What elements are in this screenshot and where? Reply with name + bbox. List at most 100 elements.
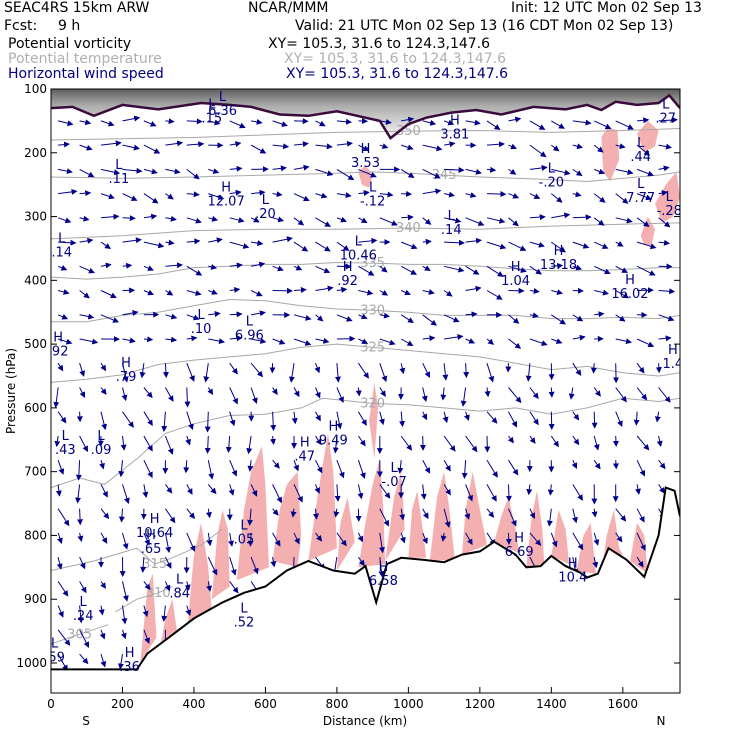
wind-vector: [120, 435, 127, 451]
wind-vector: [529, 435, 536, 444]
wind-vector: [315, 217, 331, 227]
pv-extremum-marker: H: [300, 436, 310, 451]
wind-vector: [529, 338, 548, 346]
wind-vector: [486, 363, 495, 383]
wind-vector: [57, 217, 72, 224]
pv-extremum-value: .09: [91, 443, 112, 458]
pv-positive-region: [272, 471, 302, 568]
wind-vector: [357, 532, 364, 543]
wind-vector: [658, 239, 670, 246]
wind-vector: [658, 143, 672, 150]
wind-vector: [272, 265, 284, 272]
wind-vector: [422, 335, 436, 342]
wind-vector: [186, 169, 200, 180]
wind-vector: [270, 411, 277, 432]
wind-vector: [422, 508, 429, 520]
wind-vector: [594, 311, 605, 318]
wind-vector: [140, 557, 147, 573]
wind-vector: [293, 338, 312, 346]
wind-vector: [314, 484, 320, 494]
pv-extremum-marker: H: [554, 244, 564, 259]
wind-vector: [399, 363, 406, 375]
wind-vector: [143, 265, 154, 271]
wind-vector: [270, 557, 277, 568]
pv-extremum-value: .36: [119, 660, 140, 675]
wind-vector: [615, 241, 624, 247]
wind-vector: [79, 190, 92, 197]
pv-extremum-marker: L: [637, 136, 645, 151]
pv-extremum-value: .20: [255, 207, 276, 222]
wind-vector: [486, 265, 504, 277]
wind-vector: [358, 189, 370, 196]
wind-vector: [422, 314, 437, 326]
wind-vector: [118, 508, 125, 523]
wind-vector: [162, 363, 169, 379]
wind-vector: [548, 387, 555, 398]
wind-vector: [314, 363, 321, 374]
wind-vector: [229, 362, 238, 375]
wind-vector: [615, 120, 634, 130]
wind-vector: [293, 241, 309, 252]
wind-vector: [98, 605, 105, 616]
wind-vector: [592, 556, 599, 569]
wind-vector: [422, 265, 431, 271]
wind-vector: [529, 144, 547, 158]
pv-positive-region: [211, 509, 230, 600]
wind-vector: [571, 459, 578, 470]
pv-extremum-marker: L: [240, 518, 248, 533]
wind-vector: [443, 508, 451, 528]
wind-vector: [143, 241, 165, 249]
organization: NCAR/MMM: [248, 0, 329, 16]
wind-vector: [336, 192, 352, 199]
wind-vector: [139, 363, 146, 379]
wind-vector: [550, 435, 559, 448]
wind-vector: [551, 338, 563, 344]
pv-extremum-marker: L: [58, 231, 66, 246]
wind-vector: [208, 168, 220, 174]
wind-vector: [572, 508, 578, 524]
wind-vector: [272, 191, 283, 198]
wind-vector: [508, 338, 522, 349]
field-theta-name: Potential temperature: [8, 51, 162, 67]
wind-vector: [551, 212, 571, 219]
theta-contour-label: 310: [146, 586, 171, 601]
wind-vector: [572, 362, 582, 376]
wind-vector: [379, 143, 389, 149]
pv-extremum-marker: L: [390, 461, 398, 476]
wind-vector: [143, 459, 153, 479]
pv-extremum-value: .52: [234, 615, 255, 630]
wind-vector: [508, 168, 517, 175]
wind-vector: [164, 532, 172, 554]
wind-vector: [593, 532, 600, 546]
y-axis-label: Pressure (hPa): [4, 348, 18, 434]
wind-vector: [293, 286, 307, 293]
pv-positive-region: [637, 120, 659, 153]
wind-vector: [529, 288, 540, 295]
wind-vector: [164, 387, 174, 402]
wind-vector: [58, 168, 73, 175]
pv-extremum-value: .15: [201, 112, 222, 127]
wind-vector: [164, 508, 176, 524]
wind-vector: [443, 217, 462, 224]
wind-vector: [121, 605, 128, 625]
wind-vector: [615, 265, 628, 273]
pv-extremum-value: -.07: [381, 475, 406, 490]
x-tick-label: 1200: [465, 697, 496, 711]
theta-contour-label: 345: [432, 168, 457, 183]
wind-vector: [655, 363, 662, 374]
wind-vector: [250, 290, 263, 297]
pv-positive-region: [429, 471, 455, 561]
wind-vector: [228, 484, 235, 496]
wind-vector: [637, 117, 650, 124]
wind-vector: [529, 214, 546, 221]
x-tick-label: 800: [325, 697, 348, 711]
wind-vector: [229, 311, 243, 318]
wind-vector: [615, 508, 627, 522]
wind-vector: [615, 338, 632, 345]
wind-vector: [229, 141, 242, 147]
wind-vector: [526, 484, 533, 496]
wind-vector: [486, 484, 497, 502]
wind-vector: [336, 118, 352, 125]
pv-extremum-marker: L: [240, 601, 248, 616]
wind-vector: [551, 314, 566, 325]
